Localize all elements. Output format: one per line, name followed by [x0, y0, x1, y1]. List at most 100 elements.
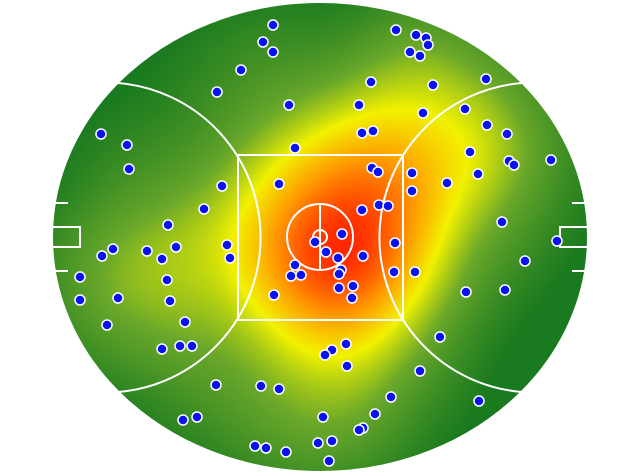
shot-marker	[107, 243, 119, 255]
shot-marker	[332, 252, 344, 264]
shot-marker	[295, 269, 307, 281]
shot-marker	[211, 86, 223, 98]
shot-marker	[365, 76, 377, 88]
shot-marker	[162, 219, 174, 231]
shot-marker	[186, 340, 198, 352]
shot-marker	[224, 252, 236, 264]
shot-marker	[369, 408, 381, 420]
shot-marker	[260, 442, 272, 454]
left-goal-square	[52, 226, 81, 248]
shot-marker	[257, 36, 269, 48]
shot-marker	[545, 154, 557, 166]
shot-marker	[333, 282, 345, 294]
shot-marker	[221, 239, 233, 251]
shot-marker	[336, 228, 348, 240]
shot-marker	[141, 245, 153, 257]
shot-marker	[460, 286, 472, 298]
shot-marker	[480, 73, 492, 85]
shot-marker	[273, 383, 285, 395]
shot-marker	[441, 177, 453, 189]
shot-marker	[404, 46, 416, 58]
shot-marker	[551, 235, 563, 247]
shot-marker	[333, 268, 345, 280]
shot-marker	[170, 241, 182, 253]
shot-marker	[341, 360, 353, 372]
shot-marker	[289, 259, 301, 271]
shot-marker	[164, 295, 176, 307]
shot-marker	[267, 46, 279, 58]
shot-marker	[74, 294, 86, 306]
shot-marker	[309, 236, 321, 248]
shot-marker	[409, 266, 421, 278]
shot-marker	[112, 292, 124, 304]
shot-marker	[473, 395, 485, 407]
shot-marker	[353, 99, 365, 111]
shot-marker	[417, 107, 429, 119]
shot-marker	[156, 253, 168, 265]
shot-marker	[123, 163, 135, 175]
shot-marker	[406, 185, 418, 197]
shot-marker	[372, 166, 384, 178]
shot-marker	[508, 159, 520, 171]
shot-marker	[174, 340, 186, 352]
shot-marker	[385, 391, 397, 403]
shot-marker	[96, 250, 108, 262]
shot-marker	[121, 139, 133, 151]
shot-marker	[179, 316, 191, 328]
shot-marker	[216, 180, 228, 192]
shot-marker	[326, 435, 338, 447]
shot-marker	[519, 255, 531, 267]
shot-marker	[481, 119, 493, 131]
shot-marker	[390, 24, 402, 36]
shot-marker	[357, 250, 369, 262]
shot-marker	[422, 39, 434, 51]
shot-marker	[346, 292, 358, 304]
shot-marker	[496, 216, 508, 228]
shot-marker	[161, 274, 173, 286]
shot-marker	[280, 446, 292, 458]
shot-marker	[382, 200, 394, 212]
shot-marker	[312, 437, 324, 449]
shot-marker	[177, 414, 189, 426]
shot-marker	[101, 319, 113, 331]
shot-marker	[191, 411, 203, 423]
shot-marker	[414, 50, 426, 62]
shot-marker	[388, 266, 400, 278]
shot-marker	[427, 79, 439, 91]
shot-marker	[356, 204, 368, 216]
shot-marker	[464, 146, 476, 158]
shot-marker	[268, 289, 280, 301]
shot-marker	[273, 178, 285, 190]
shot-marker	[406, 167, 418, 179]
shot-marker	[389, 237, 401, 249]
shot-marker	[283, 99, 295, 111]
shot-marker	[410, 29, 422, 41]
shot-marker	[472, 168, 484, 180]
shot-marker	[323, 455, 335, 467]
shot-marker	[414, 365, 426, 377]
shot-marker	[356, 127, 368, 139]
shot-marker	[267, 19, 279, 31]
shot-marker	[367, 125, 379, 137]
shot-marker	[317, 411, 329, 423]
shot-marker	[95, 128, 107, 140]
shot-marker	[74, 271, 86, 283]
shot-marker	[285, 270, 297, 282]
shot-marker	[347, 280, 359, 292]
left-50m-arc	[117, 82, 262, 393]
right-50m-arc	[378, 82, 523, 393]
shot-marker	[320, 246, 332, 258]
shot-marker	[319, 349, 331, 361]
shot-marker	[156, 343, 168, 355]
shot-marker	[249, 440, 261, 452]
shot-marker	[210, 379, 222, 391]
shot-marker	[255, 380, 267, 392]
shot-marker	[289, 142, 301, 154]
boundary-line	[51, 1, 589, 473]
shot-marker	[434, 331, 446, 343]
shot-marker	[501, 128, 513, 140]
shot-marker	[459, 103, 471, 115]
shot-marker	[235, 64, 247, 76]
